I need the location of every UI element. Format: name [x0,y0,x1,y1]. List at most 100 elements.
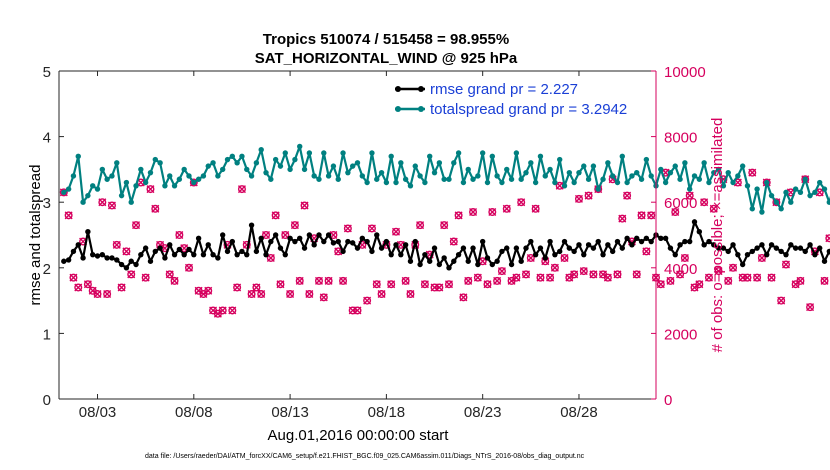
obs-assimilated-point [83,280,92,289]
legend-spread-label: totalspread grand pr = 3.2942 [430,101,627,118]
totalspread-point [176,176,183,182]
rmse-point [816,245,823,251]
totalspread-point [715,166,722,173]
totalspread-point [590,163,597,169]
obs-point [781,260,790,269]
totalspread-point [205,163,211,169]
obs-point [574,194,583,203]
rmse-point [581,251,587,258]
rmse-point [325,232,332,238]
totalspread-point [701,160,707,166]
totalspread-point [504,166,510,173]
obs-assimilated-point [117,283,126,292]
rmse-point [167,242,173,248]
obs-assimilated-point [584,191,593,200]
obs-assimilated-point [353,306,362,315]
rmse-point [489,261,496,268]
obs-assimilated-point [825,234,830,243]
rmse-point [687,238,693,245]
chart-title: Tropics 510074 / 515458 = 98.955% [263,31,509,48]
totalspread-point [297,143,303,150]
obs-point [613,270,622,279]
rmse-point [614,238,621,245]
totalspread-point [691,173,698,179]
totalspread-point [412,163,418,169]
obs-assimilated-point [753,273,762,282]
obs-assimilated-point [377,290,386,299]
totalspread-point [152,156,158,163]
totalspread-point [595,186,601,192]
obs-assimilated-point [820,276,829,285]
rmse-point [349,240,356,246]
totalspread-point [561,183,568,189]
rmse-point [272,232,279,238]
totalspread-point [311,173,317,179]
totalspread-point [773,199,780,205]
totalspread-point [778,206,784,212]
totalspread-point [513,150,520,156]
obs-assimilated-point [647,211,656,220]
obs-point [165,270,174,279]
obs-point [488,208,497,217]
legend-spread-marker [418,106,424,112]
totalspread-point [470,176,476,182]
obs-point [642,247,651,256]
rmse-point [133,261,139,268]
obs-assimilated-point [637,211,646,220]
totalspread-point [253,160,260,166]
obs-assimilated-point [406,290,415,299]
obs-assimilated-point [372,280,381,289]
obs-point [647,211,656,220]
totalspread-point [422,179,428,186]
obs-point [290,221,299,230]
rmse-point [677,242,683,248]
obs-point [69,273,78,282]
rmse-point [75,242,81,248]
rmse-point [224,248,231,255]
obs-point [247,290,256,299]
rmse-point [330,240,337,246]
obs-point [570,270,579,279]
obs-assimilated-point [531,204,540,213]
rmse-point [157,245,163,251]
rmse-point [65,257,72,263]
obs-assimilated-point [502,204,511,213]
obs-assimilated-point [64,211,73,220]
obs-assimilated-point [777,296,786,305]
obs-assimilated-point [666,276,675,285]
obs-point [796,276,805,285]
totalspread-point [648,173,654,179]
rmse-point [263,251,269,258]
rmse-point [768,242,775,248]
rmse-point [316,232,322,238]
rmse-point [171,251,178,258]
footnote: data file: /Users/raeder/DAI/ATM_forcXX/… [145,453,585,460]
rmse-point [629,242,635,248]
totalspread-point [325,173,332,179]
rmse-point [162,255,168,261]
obs-assimilated-point [565,273,574,282]
rmse-point [369,248,375,255]
obs-point [127,270,136,279]
totalspread-point [407,183,414,189]
totalspread-point [301,166,308,173]
y-tick-label: 5 [43,64,51,81]
obs-assimilated-point [440,221,449,230]
totalspread-point [142,179,149,186]
rmse-point [383,238,390,245]
obs-assimilated-point [522,270,531,279]
y-tick-label: 4 [43,130,51,147]
totalspread-point [171,183,178,189]
obs-assimilated-point [517,198,526,207]
obs-assimilated-point [98,198,107,207]
obs-point [151,204,160,213]
obs-assimilated-point [536,273,545,282]
obs-point [502,204,511,213]
obs-point [348,306,357,315]
legend: rmse grand pr = 2.227 totalspread grand … [392,80,654,120]
obs-assimilated-point [623,191,632,200]
totalspread-point [687,186,693,192]
totalspread-point [215,173,221,179]
rmse-point [417,261,423,268]
obs-assimilated-point [791,280,800,289]
